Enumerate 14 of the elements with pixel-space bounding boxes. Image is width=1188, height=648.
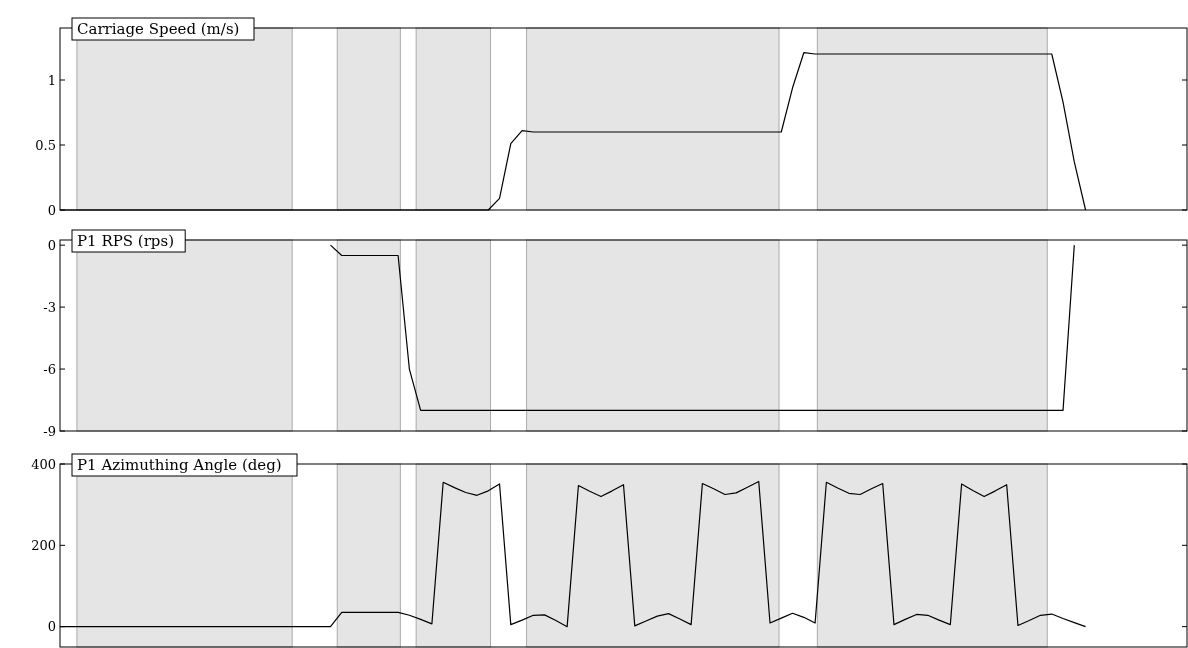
y-tick-label: 1 [47,72,56,88]
y-tick-label: 0 [47,619,56,635]
y-tick-label: 0 [47,237,56,253]
y-tick-label: -9 [43,423,56,439]
y-tick-label: -6 [43,361,56,377]
chart-title: Carriage Speed (m/s) [77,20,240,38]
y-tick-label: 400 [31,456,56,472]
y-tick-label: -3 [43,299,56,315]
y-tick-label: 0.5 [35,137,56,153]
line-series [329,244,1075,411]
chart-title: P1 RPS (rps) [77,232,175,250]
chart-title: P1 Azimuthing Angle (deg) [77,456,282,474]
y-tick-label: 200 [31,537,56,553]
y-tick-label: 0 [47,202,56,218]
